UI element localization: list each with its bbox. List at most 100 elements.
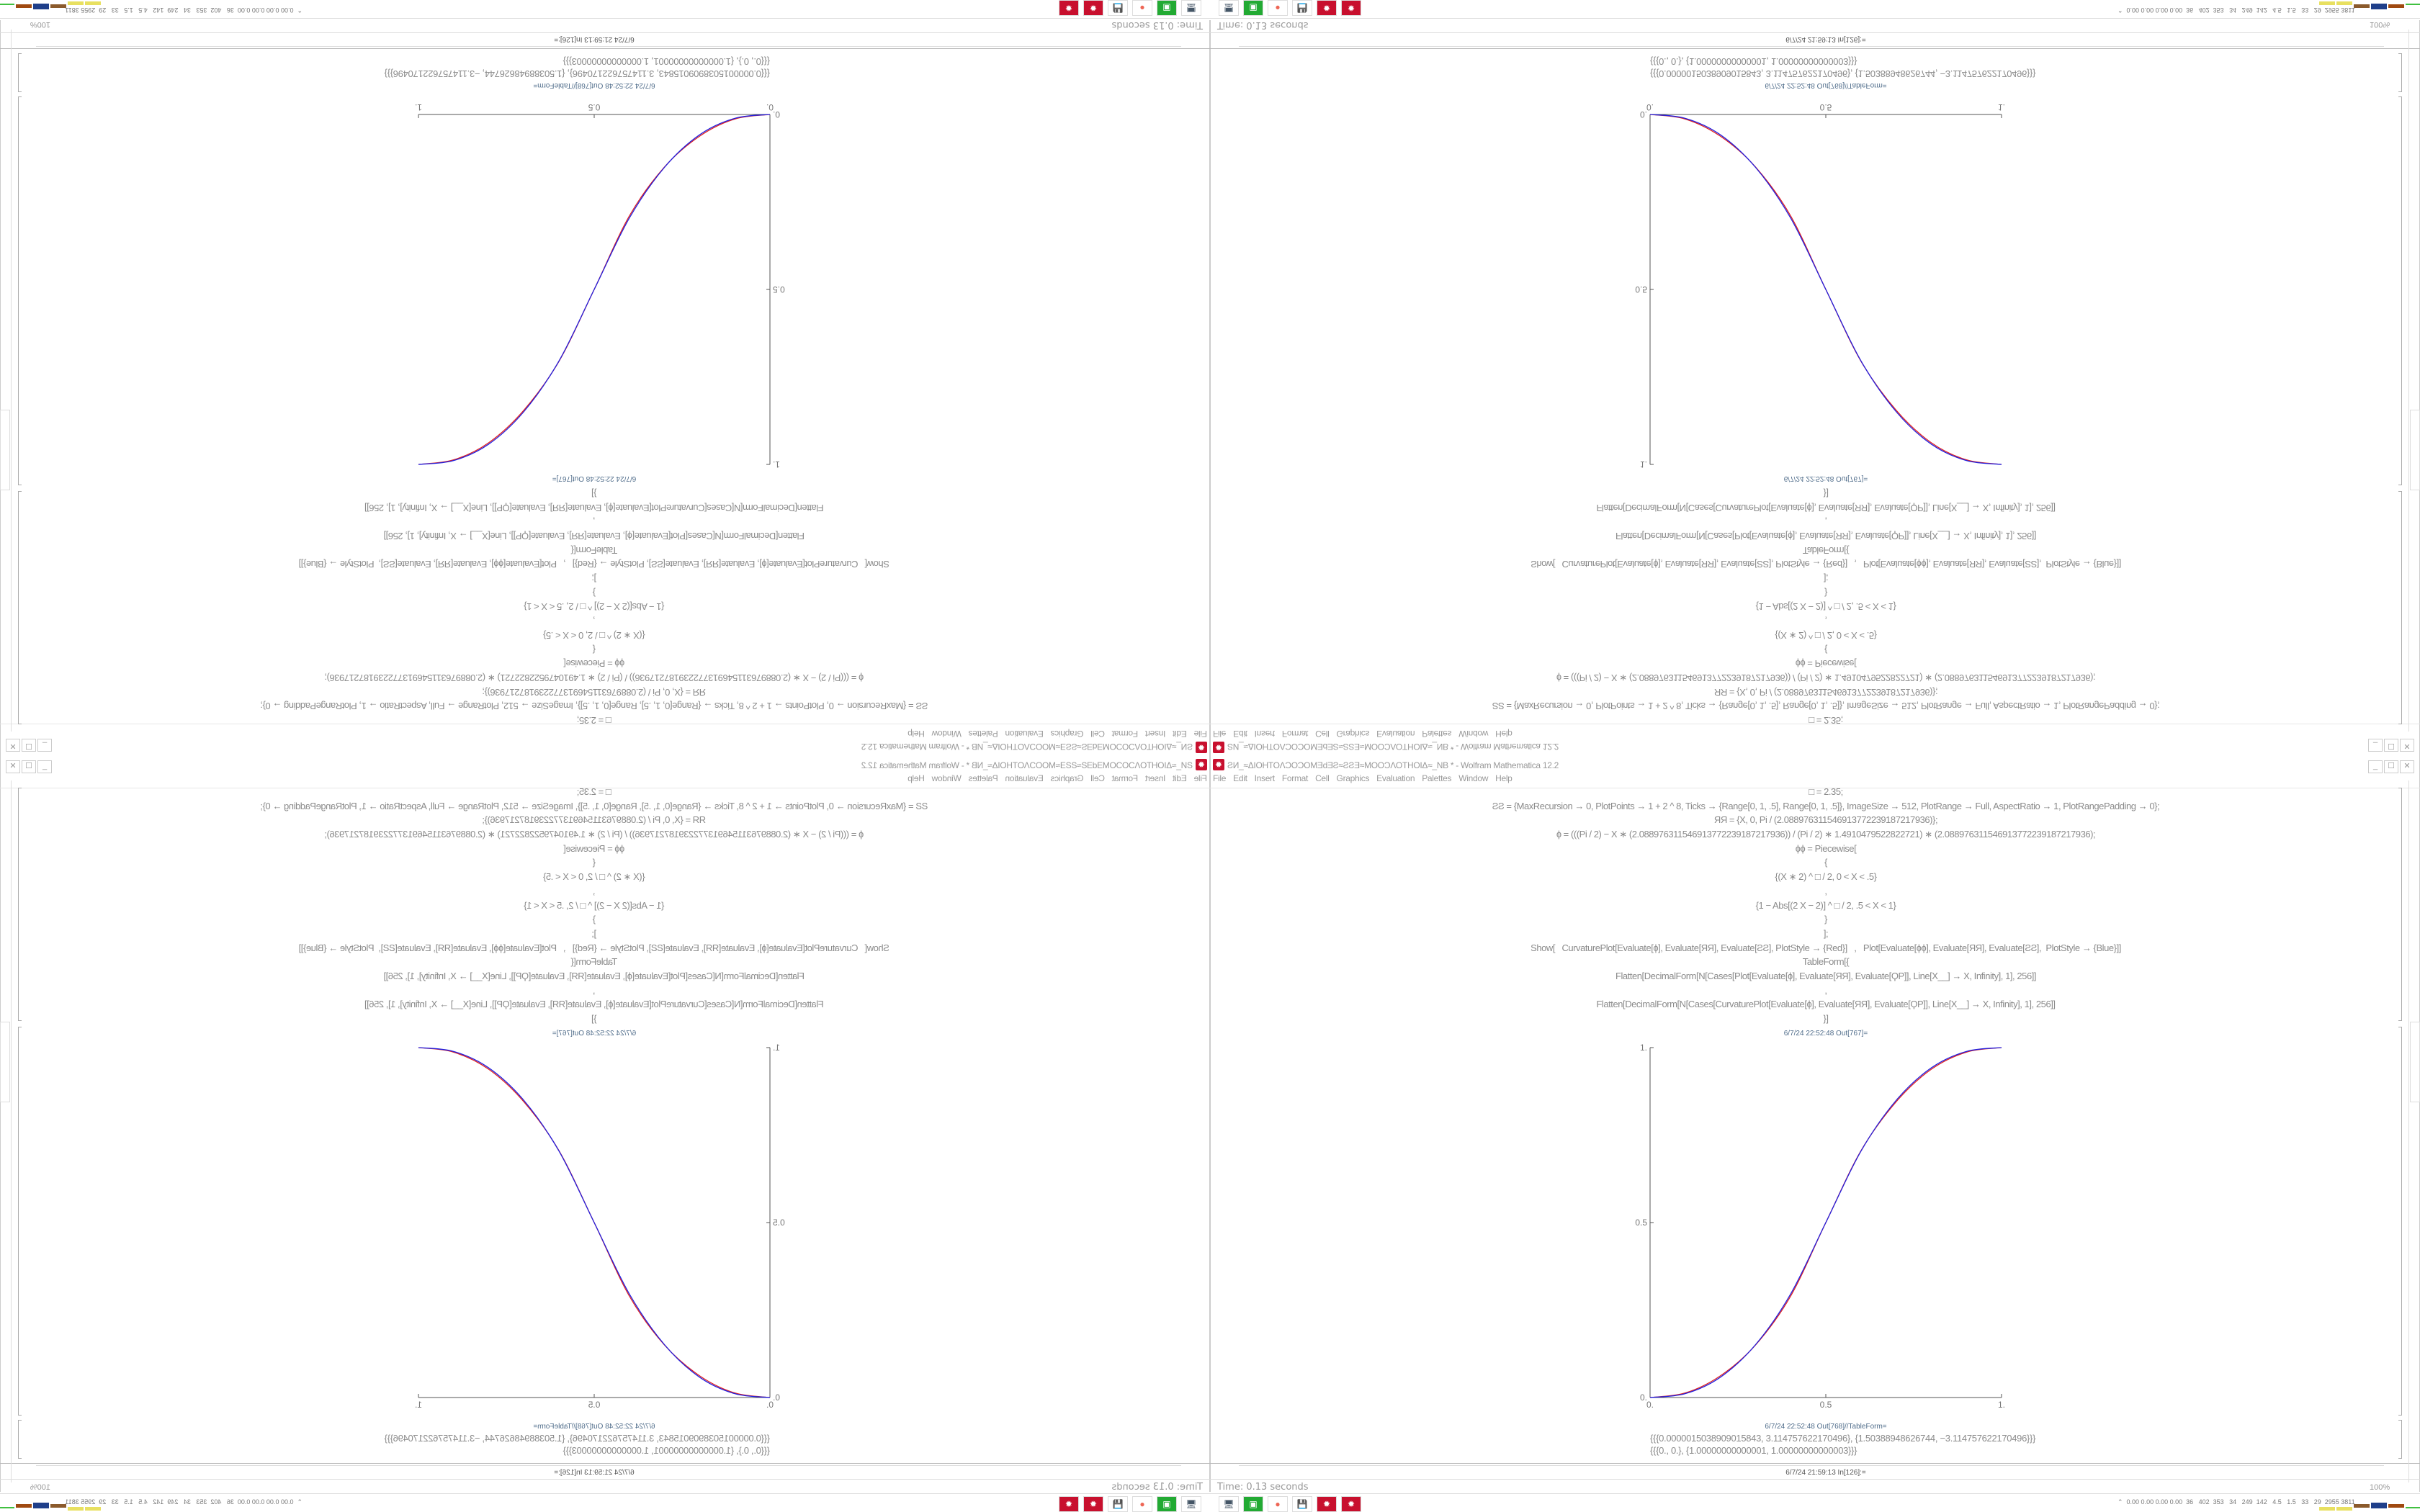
terminal-app-icon[interactable]: ▣ xyxy=(1243,0,1263,16)
code-line: ƧƧ = {MaxRecursion → 0, PlotPoints → 1 +… xyxy=(1492,800,2160,811)
code-line: }] xyxy=(1823,1013,1829,1024)
taskbar: 🖥 ▣ ● 💾 ✹ ✹ ⌃ 0.00 0.00 0.00 0.00 36 402… xyxy=(1210,1493,2420,1512)
mathematica-icon[interactable]: ✹ xyxy=(1083,1496,1103,1512)
menu-palettes[interactable]: Palettes xyxy=(1422,773,1452,783)
floppy-64-icon[interactable]: 💾 xyxy=(1292,0,1312,16)
menu-help[interactable]: Help xyxy=(1495,773,1512,783)
menu-evaluation[interactable]: Evaluation xyxy=(1376,773,1415,783)
zoom-level[interactable]: 100% xyxy=(2370,20,2390,29)
network-monitor-icon[interactable]: 🖥 xyxy=(1181,0,1201,16)
terminal-app-icon[interactable]: ▣ xyxy=(1157,1496,1177,1512)
scrollbar-thumb[interactable] xyxy=(0,410,10,490)
cell-insertion-line[interactable] xyxy=(1210,48,2420,49)
meter-bar xyxy=(2336,1,2352,5)
scrollbar-thumb[interactable] xyxy=(2410,410,2420,490)
menu-insert[interactable]: Insert xyxy=(1254,773,1276,783)
x-tick-label: 0.5 xyxy=(588,102,600,112)
horizontal-scrollbar[interactable] xyxy=(36,46,1181,47)
input-cell-bracket[interactable] xyxy=(2398,491,2402,724)
input-cell-bracket[interactable] xyxy=(18,491,22,724)
table-row: {{{0.0000015038909015843, 3.114757622170… xyxy=(1650,68,2036,79)
horizontal-scrollbar[interactable] xyxy=(1239,1465,2384,1466)
terminal-app-icon[interactable]: ▣ xyxy=(1157,0,1177,16)
code-line: ]; xyxy=(1823,927,1829,939)
menu-cell[interactable]: Cell xyxy=(1315,773,1330,783)
network-monitor-icon[interactable]: 🖥 xyxy=(1219,0,1239,16)
table-row: {{{0.0000015038909015843, 3.114757622170… xyxy=(1650,1433,2036,1444)
table-row: {{{0., 0.}, {1.00000000000001, 1.0000000… xyxy=(1650,56,1857,67)
mathematica-icon[interactable]: ✹ xyxy=(1341,1496,1361,1512)
status-time: Time: 0.13 seconds xyxy=(1217,19,1309,30)
x-tick-label: 0. xyxy=(766,102,774,112)
menu-file[interactable]: File xyxy=(1213,773,1227,783)
cell-insertion-line[interactable] xyxy=(1210,1463,2420,1464)
meter-bar xyxy=(68,1507,84,1511)
input-cell-bracket[interactable] xyxy=(18,788,22,1021)
x-tick-label: 1. xyxy=(415,1400,422,1410)
table-cell-bracket[interactable] xyxy=(2398,1420,2402,1459)
piecewise-plot-blue-line xyxy=(418,114,771,465)
next-input-label: 6/7/24 21:59:13 In[126]:= xyxy=(554,35,635,43)
scrollbar-thumb[interactable] xyxy=(0,1022,10,1102)
title-bar[interactable]: ✹ ƧИ_≈ΔIOHTOΛƆOƆOMƎdƎƧ≈ƧƧƎ≈MOOƆΛOTHOIΔ≈_… xyxy=(1210,756,2420,775)
firefox-icon[interactable]: ● xyxy=(1268,1496,1288,1512)
network-monitor-icon[interactable]: 🖥 xyxy=(1181,1496,1201,1512)
code-line: {(X ∗ 2) ^ □ / 2, 0 < X < .5} xyxy=(1775,871,1877,883)
close-button[interactable]: ✕ xyxy=(2400,760,2414,773)
zoom-level[interactable]: 100% xyxy=(2370,1483,2390,1492)
vertical-scrollbar[interactable] xyxy=(0,780,12,1482)
scrollbar-thumb[interactable] xyxy=(2410,1022,2420,1102)
mathematica-icon[interactable]: ✹ xyxy=(1083,0,1103,16)
zoom-level[interactable]: 100% xyxy=(30,20,50,29)
mathematica-icon[interactable]: ✹ xyxy=(1341,0,1361,16)
table-cell-bracket[interactable] xyxy=(18,53,22,92)
menu-edit[interactable]: Edit xyxy=(1233,773,1247,783)
meter-bar xyxy=(2388,1504,2404,1508)
input-cell-bracket[interactable] xyxy=(2398,788,2402,1021)
vertical-scrollbar[interactable] xyxy=(2408,30,2420,732)
firefox-icon[interactable]: ● xyxy=(1132,0,1152,16)
x-tick-label: 0.5 xyxy=(1820,102,1832,112)
status-divider xyxy=(1210,32,2420,33)
floppy-64-icon[interactable]: 💾 xyxy=(1108,0,1128,16)
plot-output: 0. 0.5 1. 0. 0.5 1. xyxy=(415,102,785,469)
plot-cell-bracket[interactable] xyxy=(2398,1027,2402,1416)
menu-window[interactable]: Window xyxy=(1458,773,1489,783)
mathematica-icon[interactable]: ✹ xyxy=(1059,1496,1079,1512)
plot-cell-bracket[interactable] xyxy=(2398,96,2402,485)
firefox-icon[interactable]: ● xyxy=(1268,0,1288,16)
minimize-button[interactable]: _ xyxy=(2368,760,2383,773)
code-line: ЯЯ = {X, 0, Pi / (2.08897631154691377223… xyxy=(1713,814,1938,826)
menu-graphics[interactable]: Graphics xyxy=(1336,773,1370,783)
system-stats: ⌃ 0.00 0.00 0.00 0.00 36 402 353 34 249 … xyxy=(2118,1498,2355,1506)
floppy-64-icon[interactable]: 💾 xyxy=(1108,1496,1128,1512)
menu-bar: File Edit Insert Format Cell Graphics Ev… xyxy=(1213,773,1512,786)
meter-bar xyxy=(33,4,49,9)
plot-cell-bracket[interactable] xyxy=(18,96,22,485)
meter-bar xyxy=(2336,1507,2352,1511)
y-tick-label: 1. xyxy=(773,1043,780,1053)
mathematica-icon[interactable]: ✹ xyxy=(1317,0,1337,16)
floppy-64-icon[interactable]: 💾 xyxy=(1292,1496,1312,1512)
menu-format[interactable]: Format xyxy=(1281,773,1309,783)
quadrant-rotated: ✹ ƧИ_≈ΔIOHTOΛƆOƆOMƎdƎƧ≈ƧƧƎ≈MOOƆΛOTHOIΔ≈_… xyxy=(0,0,1210,756)
next-input-label: 6/7/24 21:59:13 In[126]:= xyxy=(1785,35,1866,43)
cell-insertion-line[interactable] xyxy=(0,48,1210,49)
vertical-scrollbar[interactable] xyxy=(0,30,12,732)
vertical-scrollbar[interactable] xyxy=(2408,780,2420,1482)
table-cell-bracket[interactable] xyxy=(2398,53,2402,92)
mathematica-icon[interactable]: ✹ xyxy=(1059,0,1079,16)
horizontal-scrollbar[interactable] xyxy=(36,1465,1181,1466)
cell-insertion-line[interactable] xyxy=(0,1463,1210,1464)
mathematica-icon[interactable]: ✹ xyxy=(1317,1496,1337,1512)
terminal-app-icon[interactable]: ▣ xyxy=(1243,1496,1263,1512)
table-cell-bracket[interactable] xyxy=(18,1420,22,1459)
zoom-level[interactable]: 100% xyxy=(30,1483,50,1492)
input-cell[interactable]: □ = 2.35; ƧƧ = {MaxRecursion → 0, PlotPo… xyxy=(1210,785,2420,1026)
horizontal-scrollbar[interactable] xyxy=(1239,46,2384,47)
firefox-icon[interactable]: ● xyxy=(1132,1496,1152,1512)
system-stats: ⌃ 0.00 0.00 0.00 0.00 36 402 353 34 249 … xyxy=(65,1498,302,1506)
maximize-button[interactable]: ☐ xyxy=(2384,760,2398,773)
network-monitor-icon[interactable]: 🖥 xyxy=(1219,1496,1239,1512)
plot-cell-bracket[interactable] xyxy=(18,1027,22,1416)
